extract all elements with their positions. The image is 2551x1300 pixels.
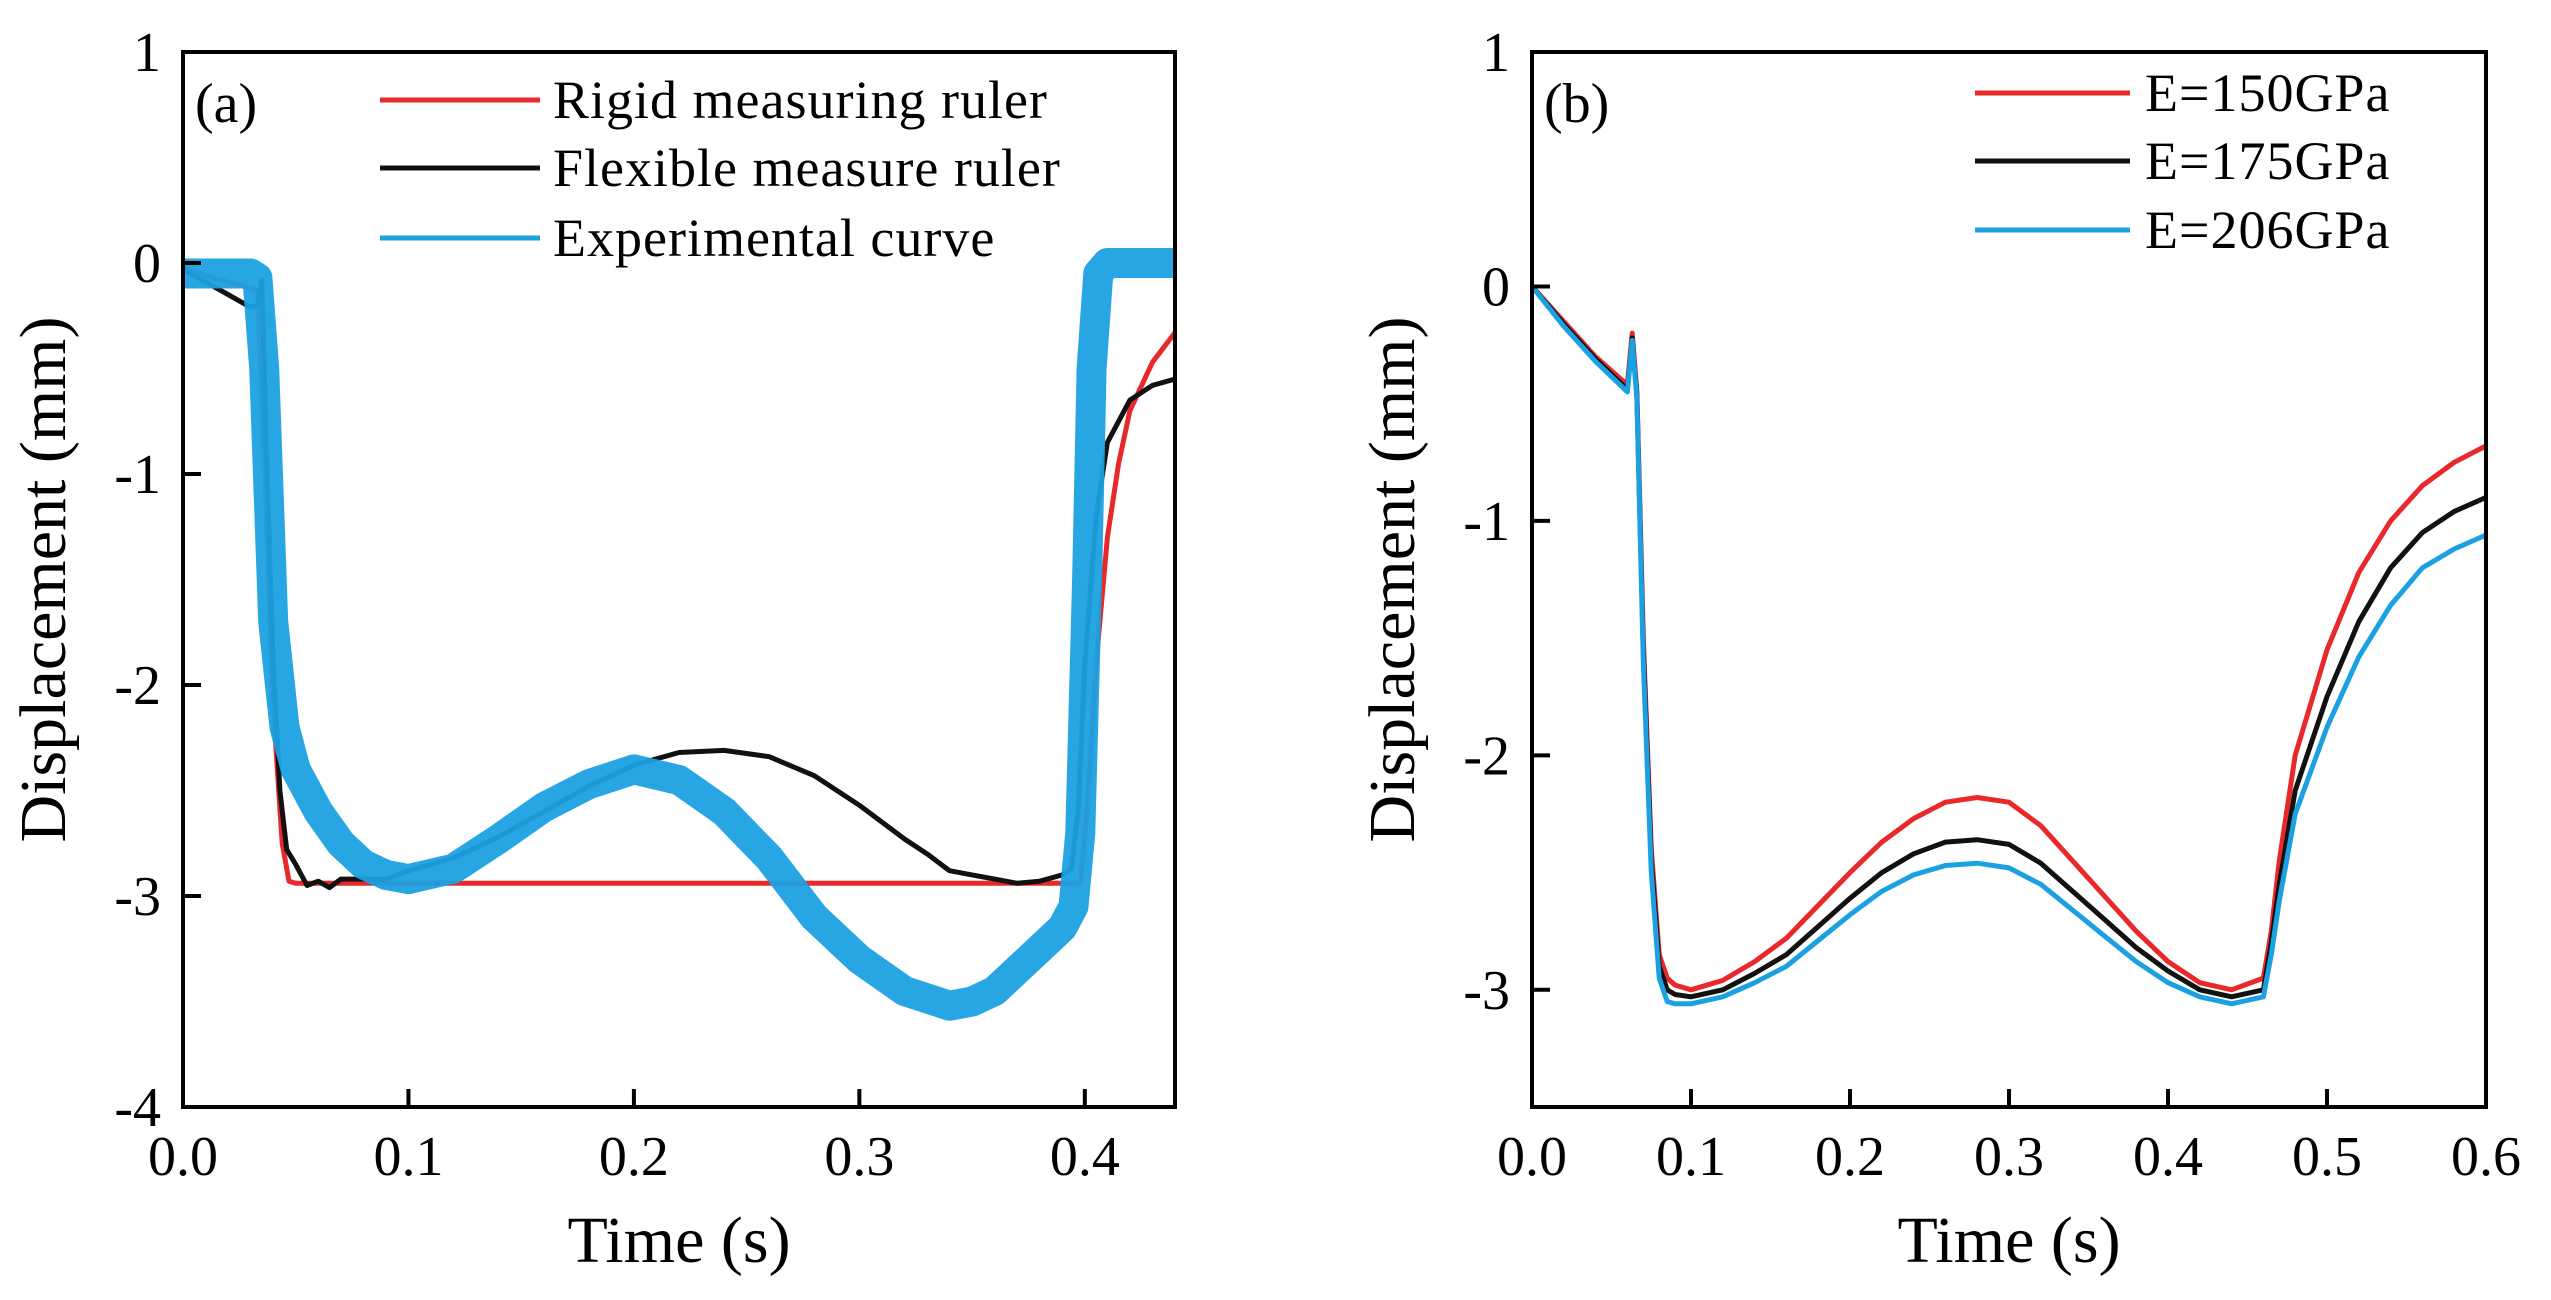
chart-panel-b: 0.0 0.1 0.2 0.3 0.4 0.5 0.6 1 0 -1 -2 -3 Time (s) Dis… xyxy=(1356,22,2521,1277)
x-axis-title: Time (s) xyxy=(1897,1204,2120,1277)
x-tick-label: 0.3 xyxy=(1974,1126,2044,1188)
legend: E=150GPa E=175GPa E=206GPa xyxy=(1975,63,2390,260)
x-tick-label: 0.6 xyxy=(2451,1126,2521,1188)
panel-label: (a) xyxy=(195,73,257,135)
series-group xyxy=(1532,283,2486,1007)
y-tick-label: 1 xyxy=(133,22,161,84)
legend-label: Experimental curve xyxy=(553,208,995,268)
x-tick-label: 0.1 xyxy=(1656,1126,1726,1188)
x-tick-label: 0.4 xyxy=(1050,1126,1120,1188)
y-tick-label: -2 xyxy=(1463,725,1510,787)
x-tick-label: 0.3 xyxy=(824,1126,894,1188)
x-tick-label: 0.2 xyxy=(1815,1126,1885,1188)
y-tick-label: -1 xyxy=(1463,491,1510,553)
y-tick-label: 0 xyxy=(133,233,161,295)
x-tick-label: 0.0 xyxy=(1497,1126,1567,1188)
series-group xyxy=(183,248,1175,1021)
legend-label: E=175GPa xyxy=(2145,131,2390,191)
chart-panel-a: 0.0 0.1 0.2 0.3 0.4 1 0 -1 -2 -3 -4 Time (s) Displac… xyxy=(7,22,1177,1277)
y-tick-label: -3 xyxy=(1463,960,1510,1022)
plot-frame xyxy=(181,50,1177,1109)
x-tick-label: 0.2 xyxy=(599,1126,669,1188)
series-line-e-175gpa xyxy=(1532,283,2486,1000)
legend: Rigid measuring ruler Flexible measure ru… xyxy=(380,70,1061,268)
x-tick-label: 0.4 xyxy=(2133,1126,2203,1188)
y-tick-label: -4 xyxy=(114,1077,161,1139)
series-line-e-150gpa xyxy=(1532,283,2486,993)
legend-label: E=150GPa xyxy=(2145,63,2390,123)
y-tick-label: -3 xyxy=(114,866,161,928)
y-tick-label: 0 xyxy=(1482,256,1510,318)
x-tick-label: 0.0 xyxy=(148,1126,218,1188)
legend-label: Rigid measuring ruler xyxy=(553,70,1048,130)
series-line-experimental-curve xyxy=(183,248,1175,1021)
x-tick-label: 0.5 xyxy=(2292,1126,2362,1188)
legend-label: Flexible measure ruler xyxy=(553,138,1061,198)
x-axis-title: Time (s) xyxy=(567,1204,790,1277)
panel-label: (b) xyxy=(1544,73,1609,135)
y-tick-label: -1 xyxy=(114,444,161,506)
series-line-e-206gpa xyxy=(1532,283,2486,1007)
x-tick-label: 0.1 xyxy=(373,1126,443,1188)
y-tick-label: -2 xyxy=(114,655,161,717)
y-tick-label: 1 xyxy=(1482,22,1510,84)
legend-label: E=206GPa xyxy=(2145,200,2390,260)
y-axis-title: Displacement (mm) xyxy=(1356,316,1429,842)
y-axis-title: Displacement (mm) xyxy=(7,316,80,842)
